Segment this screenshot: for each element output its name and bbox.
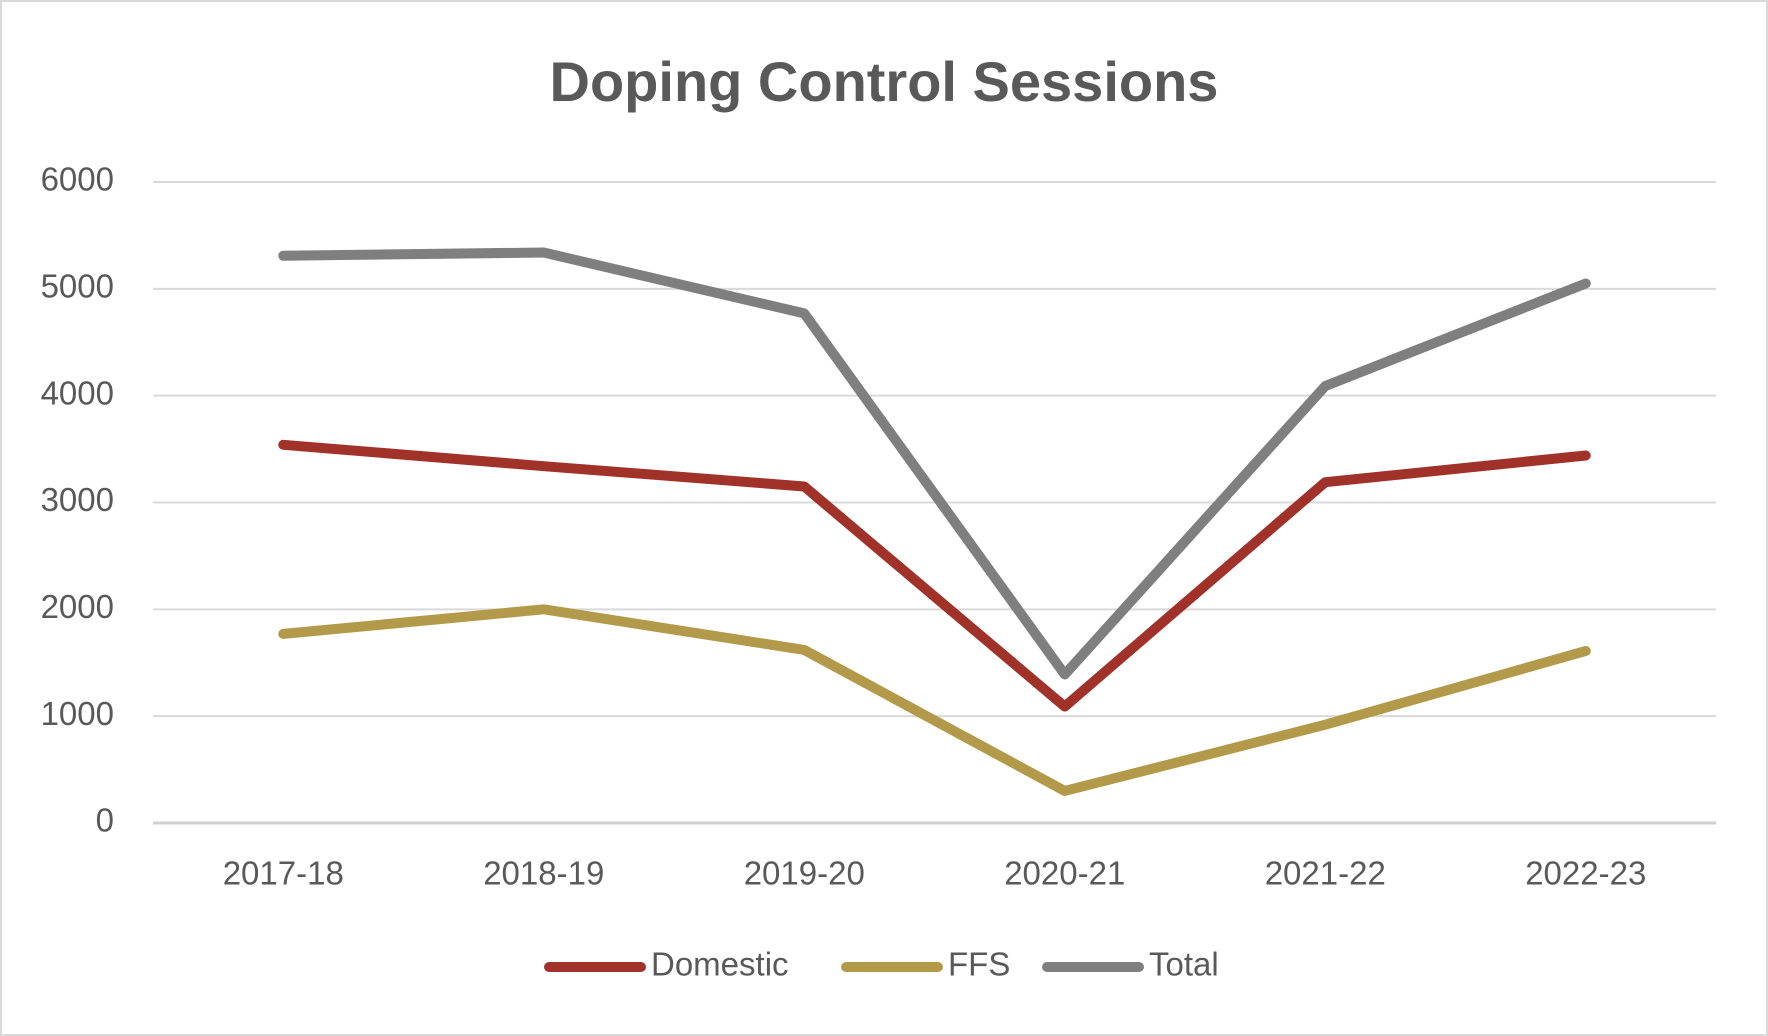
x-tick-label: 2022-23 xyxy=(1525,855,1646,892)
series-line xyxy=(278,439,1591,712)
y-tick-label: 6000 xyxy=(41,161,114,198)
x-tick-label: 2020-21 xyxy=(1004,855,1125,892)
x-tick-label: 2021-22 xyxy=(1265,855,1386,892)
legend-label: Domestic xyxy=(651,946,789,983)
x-tick-label: 2018-19 xyxy=(483,855,604,892)
y-tick-label: 4000 xyxy=(41,374,114,411)
y-tick-label: 3000 xyxy=(41,481,114,518)
y-tick-label: 1000 xyxy=(41,695,114,732)
chart-title: Doping Control Sessions xyxy=(550,50,1219,113)
x-tick-label: 2017-18 xyxy=(223,855,344,892)
y-tick-label: 5000 xyxy=(41,268,114,305)
x-tick-label: 2019-20 xyxy=(744,855,865,892)
y-tick-label: 2000 xyxy=(41,588,114,625)
legend-label: Total xyxy=(1149,946,1219,983)
series-line xyxy=(278,604,1591,796)
legend-label: FFS xyxy=(948,946,1010,983)
y-tick-label: 0 xyxy=(96,802,114,839)
series-line xyxy=(278,247,1591,680)
